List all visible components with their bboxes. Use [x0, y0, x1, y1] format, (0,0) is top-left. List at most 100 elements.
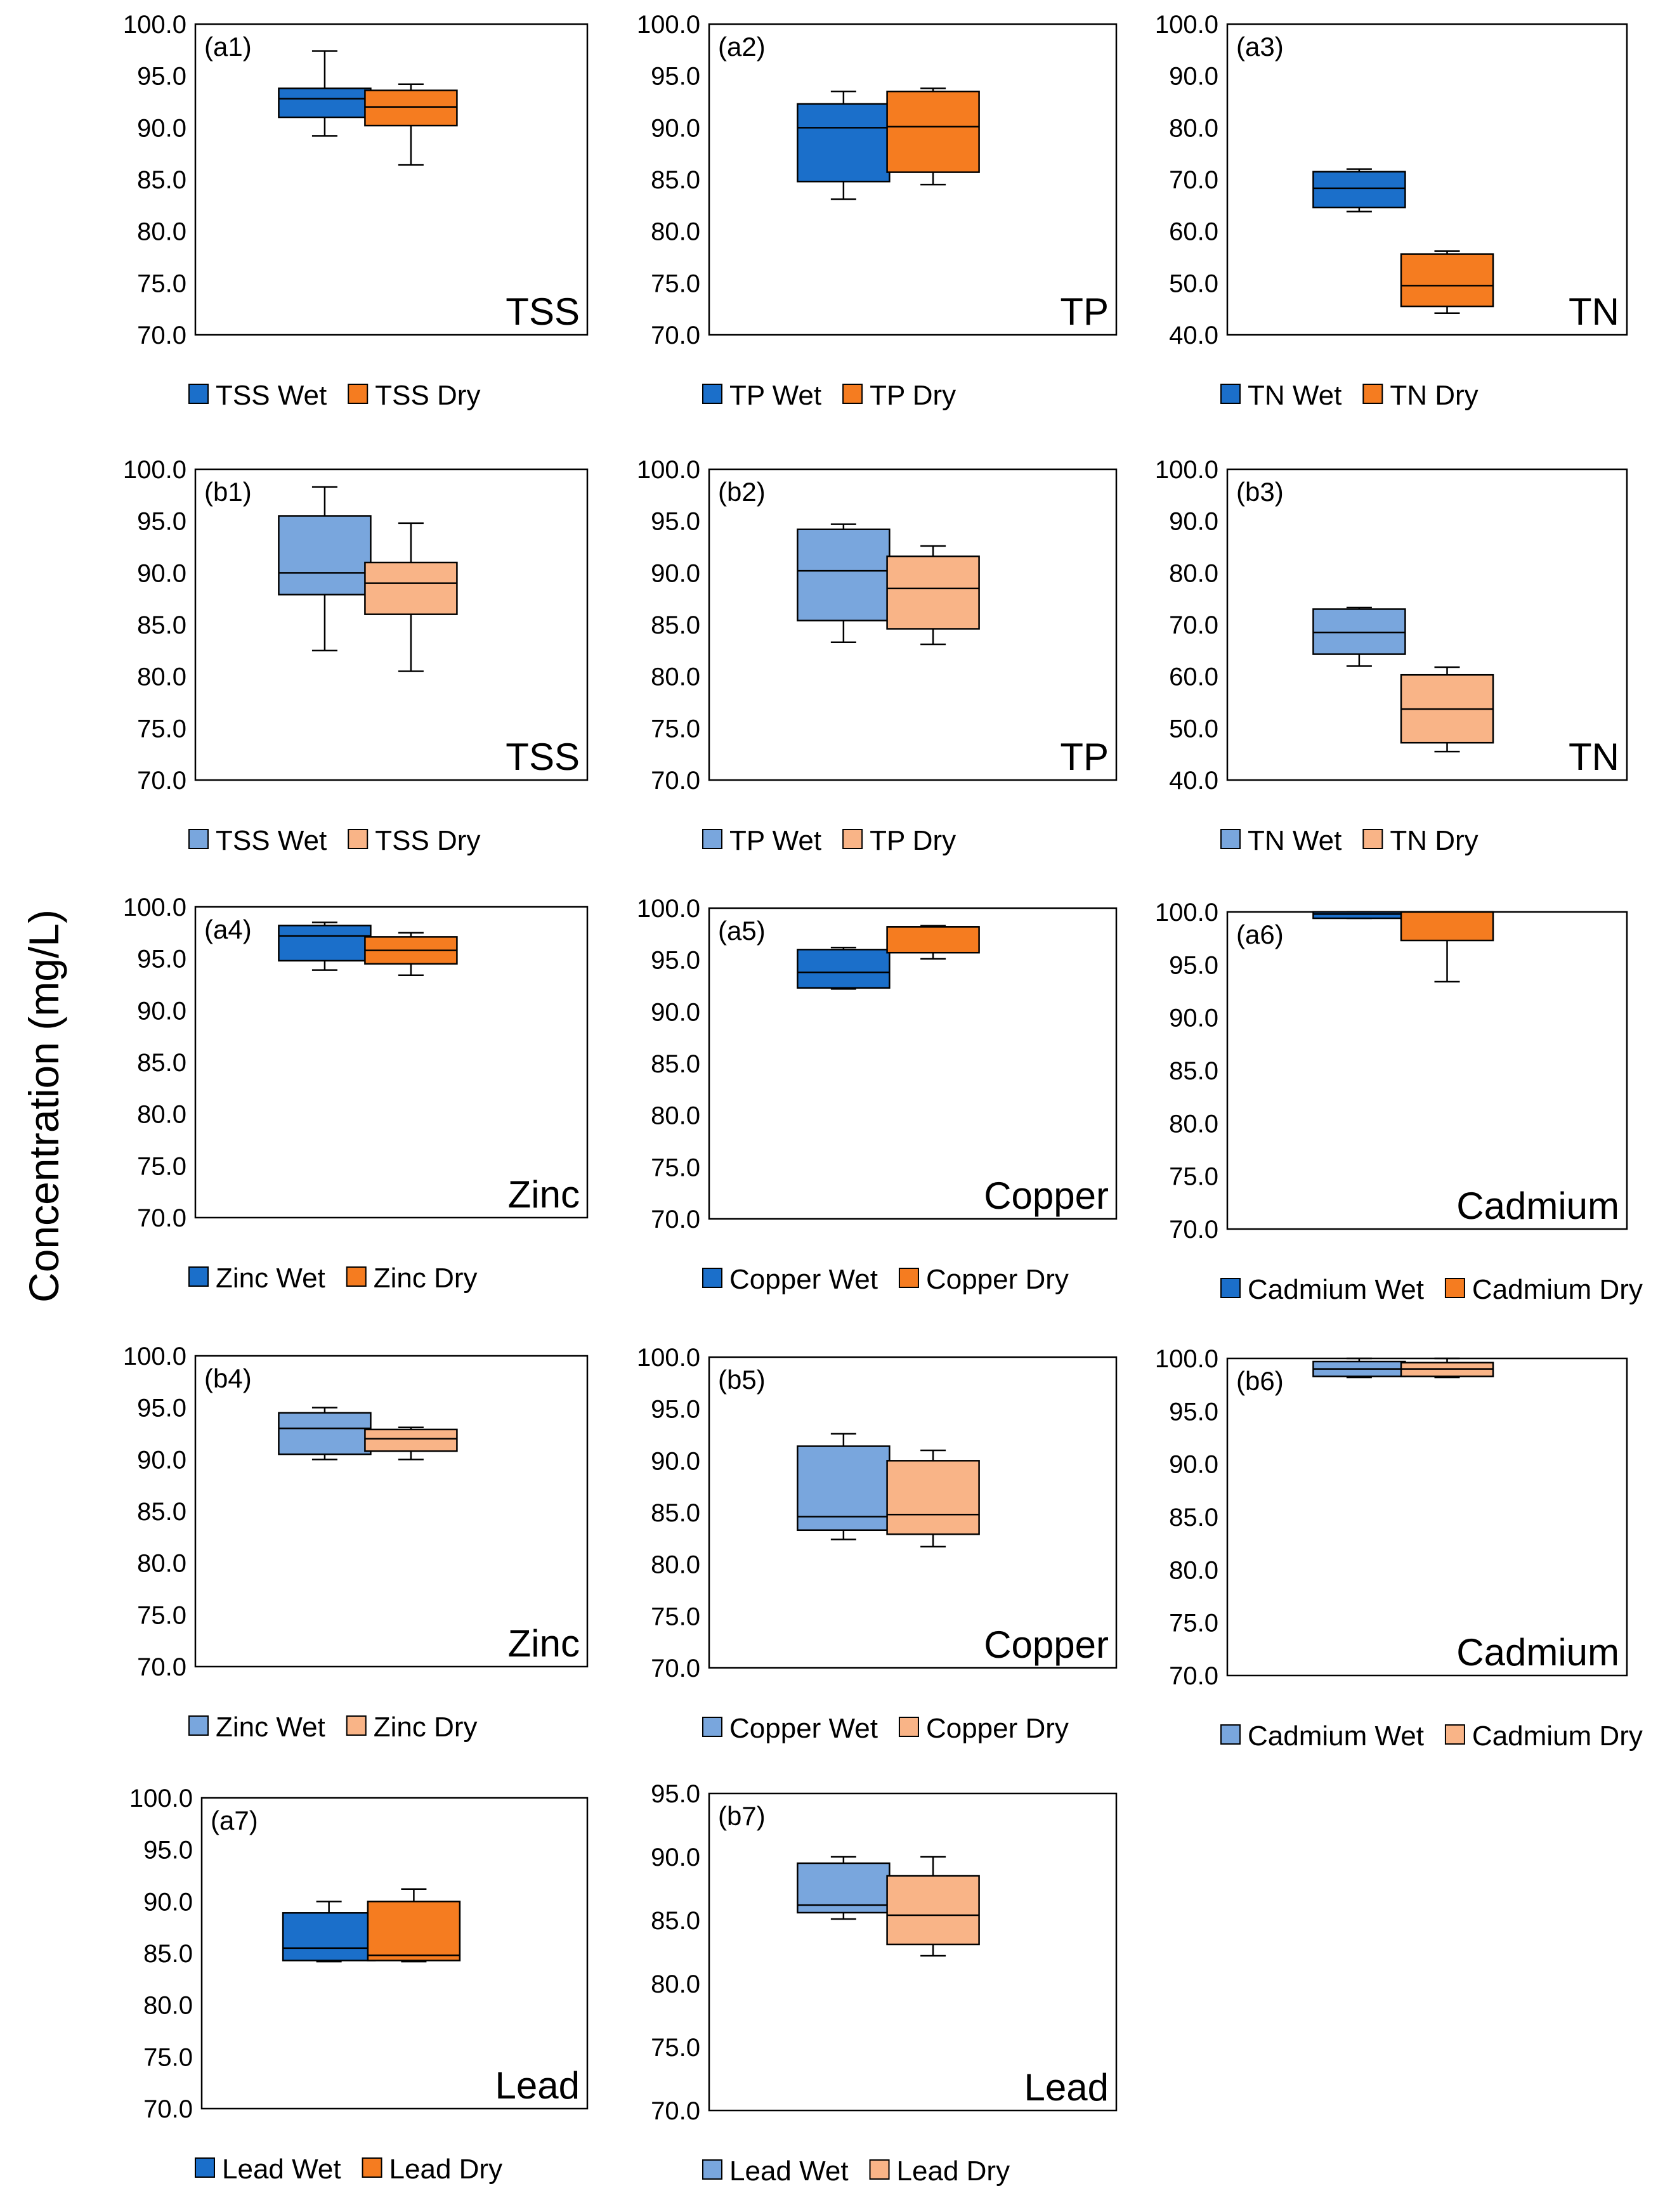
y-tick-label: 100.0	[1155, 11, 1218, 39]
legend-swatch	[1444, 1724, 1465, 1745]
parameter-label: Cadmium	[1456, 1185, 1619, 1227]
y-tick-label: 75.0	[651, 270, 700, 297]
y-tick-label: 80.0	[137, 663, 186, 691]
y-tick-label: 100.0	[637, 895, 700, 923]
y-tick-label: 85.0	[137, 166, 186, 194]
legend-entry: TSS Wet	[216, 380, 327, 411]
iqr-box	[1312, 911, 1406, 920]
y-tick-label: 100.0	[123, 456, 186, 484]
box-tp-wet	[797, 90, 891, 200]
y-tick-label: 100.0	[129, 1785, 193, 1812]
y-tick-label: 80.0	[143, 1992, 193, 2020]
legend-entry: TN Dry	[1390, 825, 1478, 856]
y-tick-label: 70.0	[1169, 611, 1218, 639]
iqr-box	[797, 103, 891, 183]
parameter-label: TN	[1569, 290, 1619, 333]
legend-entry: Lead Wet	[729, 2156, 849, 2187]
y-tick-label: 85.0	[137, 1049, 186, 1077]
legend-entry: TP Wet	[729, 380, 821, 411]
plot-frame	[1226, 911, 1628, 1230]
iqr-box	[1400, 253, 1494, 308]
panel-label: (a2)	[718, 32, 766, 62]
y-tick-label: 60.0	[1169, 218, 1218, 246]
y-tick-label: 75.0	[137, 1152, 186, 1180]
iqr-box	[886, 926, 980, 954]
box-tn-dry	[1400, 250, 1494, 314]
plot-frame	[708, 907, 1118, 1220]
iqr-box	[886, 1875, 980, 1946]
box-tn-wet	[1312, 168, 1406, 212]
legend-swatch	[188, 1266, 209, 1287]
y-tick-label: 75.0	[651, 1154, 700, 1181]
legend-entry: Lead Dry	[389, 2154, 503, 2185]
iqr-box	[364, 561, 458, 615]
box-copper-dry	[886, 925, 980, 960]
y-tick-label: 95.0	[651, 947, 700, 975]
panel-a2: 100.0 95.0 90.0 85.0 80.0 75.0 70.0 (a2) TP TP We…	[637, 11, 1118, 411]
legend: Zinc Wet Zinc Dry	[188, 1263, 478, 1294]
y-tick-label: 75.0	[651, 715, 700, 743]
y-tick-label: 70.0	[137, 1653, 186, 1681]
legend-swatch	[195, 2157, 215, 2178]
y-tick-label: 90.0	[651, 998, 700, 1026]
legend-entry: Cadmium Wet	[1248, 1721, 1424, 1752]
legend-swatch	[348, 384, 369, 404]
legend: TP Wet TP Dry	[702, 380, 956, 411]
y-tick-label: 85.0	[137, 1498, 186, 1526]
legend-swatch	[898, 1717, 919, 1737]
legend-swatch	[346, 1266, 367, 1287]
y-tick-label: 70.0	[651, 1655, 700, 1682]
y-tick-label: 80.0	[1169, 1556, 1218, 1584]
y-tick-label: 70.0	[1169, 1662, 1218, 1690]
y-tick-label: 70.0	[137, 322, 186, 349]
iqr-box	[797, 949, 891, 989]
panel-a7: 100.0 95.0 90.0 85.0 80.0 75.0 70.0 (a7) Lead Lea…	[129, 1785, 589, 2185]
box-cadmium-wet	[1312, 911, 1406, 920]
legend-swatch	[188, 384, 209, 404]
y-tick-label: 40.0	[1169, 767, 1218, 795]
box-tp-dry	[886, 545, 980, 646]
box-lead-dry	[886, 1856, 980, 1957]
iqr-box	[886, 1460, 980, 1535]
legend-entry: TSS Dry	[375, 825, 480, 856]
legend: Lead Wet Lead Dry	[702, 2156, 1010, 2187]
legend-swatch	[362, 2157, 382, 2178]
box-lead-dry	[367, 1888, 461, 1963]
y-tick-label: 90.0	[137, 1446, 186, 1474]
y-tick-label: 90.0	[651, 559, 700, 587]
legend-entry: Cadmium Dry	[1472, 1721, 1643, 1752]
panel-label: (a4)	[204, 914, 252, 944]
y-tick-label: 75.0	[651, 2034, 700, 2062]
panels: 100.0 95.0 90.0 85.0 80.0 75.0 70.0 (a1) TSS TSS …	[123, 11, 1643, 2187]
legend: Cadmium Wet Cadmium Dry	[1220, 1721, 1643, 1752]
legend-swatch	[1362, 829, 1383, 849]
parameter-label: TSS	[506, 290, 580, 333]
plot-frame	[194, 468, 589, 781]
legend-swatch	[1220, 384, 1241, 404]
legend-entry: Zinc Wet	[216, 1263, 325, 1294]
legend-entry: TN Wet	[1248, 825, 1341, 856]
parameter-label: Cadmium	[1456, 1631, 1619, 1674]
panel-label: (a5)	[718, 916, 766, 946]
legend-swatch	[702, 1717, 722, 1737]
legend-swatch	[1444, 1278, 1465, 1298]
box-tn-dry	[1400, 666, 1494, 753]
legend-entry: Cadmium Wet	[1248, 1274, 1424, 1305]
panel-label: (b1)	[204, 477, 252, 507]
y-tick-label: 85.0	[143, 1940, 193, 1968]
iqr-box	[367, 1901, 461, 1962]
y-tick-label: 95.0	[137, 508, 186, 536]
legend-entry: TN Dry	[1390, 380, 1478, 411]
panel-label: (a3)	[1236, 32, 1284, 62]
legend: TN Wet TN Dry	[1220, 380, 1478, 411]
legend-swatch	[1220, 829, 1241, 849]
y-tick-label: 80.0	[137, 1101, 186, 1129]
legend-swatch	[869, 2159, 890, 2180]
parameter-label: Zinc	[508, 1622, 580, 1665]
legend-entry: Copper Dry	[926, 1713, 1069, 1744]
legend-entry: Lead Wet	[222, 2154, 341, 2185]
box-tss-wet	[278, 486, 372, 652]
box-tn-wet	[1312, 606, 1406, 667]
iqr-box	[278, 1412, 372, 1455]
box-lead-wet	[797, 1856, 891, 1920]
